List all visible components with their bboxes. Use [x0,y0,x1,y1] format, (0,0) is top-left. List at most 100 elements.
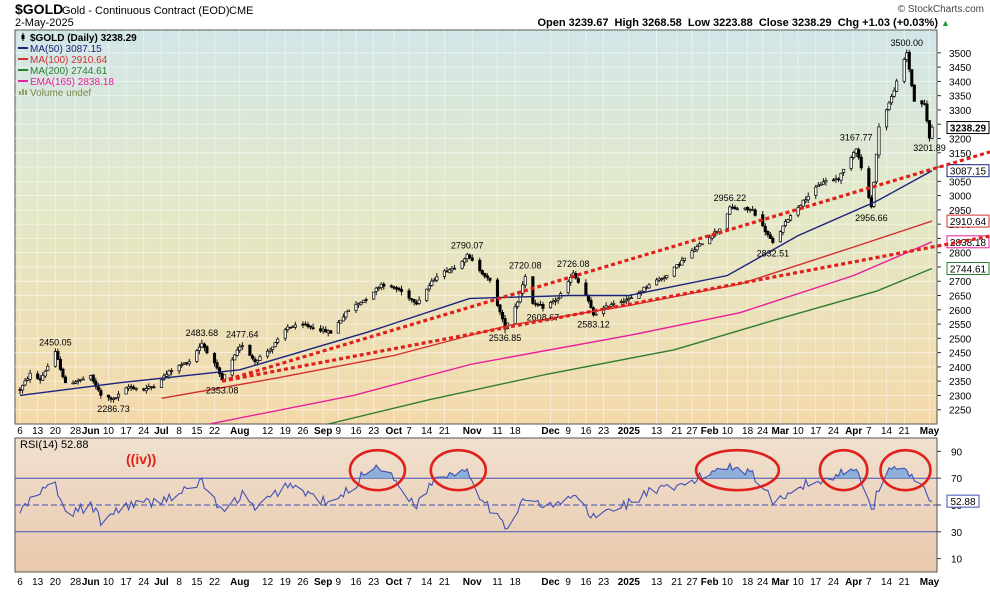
price-candle-body [99,390,103,396]
x-tick-label-top: 7 [406,426,412,437]
price-tick-label: 2450 [949,349,972,360]
legend-item-label: MA(200) 2744.61 [30,66,108,77]
price-candle-body [185,362,189,365]
price-candle-body [134,388,138,390]
price-candle-body [869,197,873,208]
x-tick-label-top: 24 [757,426,769,437]
price-candle-body [303,323,308,326]
price-candle-body [127,386,131,389]
price-candle-body [114,397,118,399]
x-tick-label-bottom: 27 [686,577,698,588]
x-tick-label-bottom: 15 [191,577,203,588]
price-axis: 2250 2300 2350 2400 2450 2500 2550 2600 2650 2700… [937,49,972,417]
rsi-overbought-circle [879,448,932,492]
rsi-line [19,462,932,530]
price-candle-body [548,302,553,309]
price-candle-body [480,270,484,275]
price-candle-body [695,246,699,251]
price-candle-body [887,102,891,110]
price-candle-body [594,313,598,316]
price-candle-body [768,234,772,239]
price-candle-body [238,346,242,351]
price-candle-body [412,299,416,303]
price-candle-body [319,328,323,332]
price-candle-body [842,168,846,173]
x-axis-bottom: 6 13 20 28 Jun 10 17 24 Jul 8 15 22 Aug 12 19 26 Sep 9 16 2… [17,577,939,588]
price-candle-body [111,397,116,400]
x-tick-label-bottom: Jun [82,577,100,588]
price-candle-body [624,299,628,302]
price-candle-body [336,322,340,334]
x-tick-label-top: 28 [70,426,82,437]
watermark: © StockCharts.com [898,4,984,15]
x-tick-label-bottom: Apr [845,577,862,588]
price-candle-body [463,258,467,263]
x-tick-label-bottom: 20 [50,577,62,588]
price-candle-body [258,356,262,361]
price-tick-label: 2400 [949,363,972,374]
last-value-tag-label: 3087.15 [950,167,987,178]
price-annotation: 2726.08 [557,259,590,269]
x-tick-label-top: Jul [154,426,169,437]
price-candle-body [778,231,782,243]
price-candle-body [399,288,404,292]
wave-label: ((iv)) [126,451,156,467]
price-candle-body [682,257,686,261]
x-tick-label-bottom: May [920,577,940,588]
price-tick-label: 2700 [949,277,972,288]
price-candle-body [427,285,431,290]
price-candle-body [61,368,65,378]
price-tick-label: 2250 [949,406,972,417]
price-candle-body [647,284,651,289]
price-candle-body [374,287,378,292]
price-candle-body [910,69,914,87]
price-candle-body [662,277,666,280]
x-tick-label-top: May [920,426,940,437]
price-tick-label: 3350 [949,92,972,103]
price-candle-body [195,350,199,362]
price-candle-body [235,349,239,356]
price-tick-label: 3200 [949,134,972,145]
x-tick-label-top: 12 [262,426,274,437]
price-candle-body [804,199,808,202]
price-candle-body [859,156,863,169]
price-candle-body [852,152,856,158]
x-tick-label-bottom: 21 [671,577,683,588]
price-candle-body [53,351,57,367]
price-candle-body [872,181,876,207]
price-tick-label: 2350 [949,377,972,388]
price-tick-label: 3000 [949,192,972,203]
price-candle-body [450,267,454,271]
x-tick-label-top: 19 [280,426,292,437]
x-tick-label-top: 9 [565,426,571,437]
price-candle-body [220,373,224,381]
x-tick-label-top: 27 [686,426,698,437]
price-candle-body [266,350,270,357]
price-candle-body [397,287,401,291]
price-candle-body [180,364,184,367]
x-tick-label-bottom: 18 [510,577,522,588]
x-tick-label-top: Oct [386,426,403,437]
x-tick-label-top: 23 [598,426,610,437]
x-tick-label-bottom: 10 [103,577,115,588]
price-candle-body [655,279,659,286]
price-candle-body [930,126,934,139]
price-candle-body [498,304,502,313]
price-candle-body [344,311,348,318]
price-candle-body [483,273,487,277]
price-candle-body [129,386,133,388]
x-tick-label-bottom: Oct [386,577,403,588]
price-candle-body [89,375,93,380]
price-candle-body [551,300,555,303]
price-candle-body [516,301,520,307]
support-trendline [221,150,990,383]
series-line-ma200 [328,267,933,424]
price-candle-body [536,303,540,306]
x-tick-label-bottom: 24 [138,577,150,588]
price-candle-body [288,326,292,329]
price-candle-body [763,225,767,233]
price-candle-body [248,344,252,356]
price-candle-body [781,225,785,233]
x-tick-label-top: 26 [297,426,309,437]
